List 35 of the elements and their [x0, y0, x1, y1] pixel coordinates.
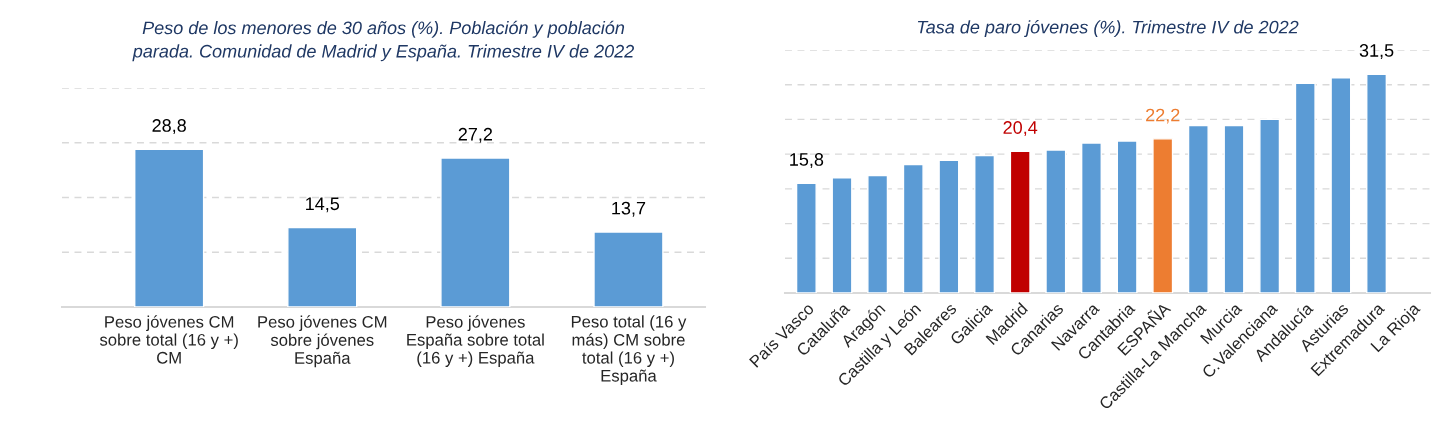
bar — [1330, 77, 1352, 293]
bar — [795, 182, 817, 293]
x-tick-label: Peso jóvenes CM sobre jóvenes España — [258, 315, 387, 368]
chart-title: Peso de los menores de 30 años (%). Población y población parada. Comunidad de Madrid y España. Trimestre IV de 2022 — [132, 20, 634, 62]
bar — [134, 148, 205, 307]
data-label: 20,4 — [1003, 121, 1038, 137]
x-tick-label: Peso jóvenes CM sobre total (16 y +) CM — [99, 315, 238, 364]
bar — [867, 174, 889, 293]
bar — [1152, 138, 1174, 293]
data-label: 14,5 — [306, 197, 340, 213]
bar — [1009, 150, 1031, 293]
x-tick-label: Peso jóvenes España sobre total (16 y +) España — [407, 315, 544, 367]
bar — [1366, 73, 1388, 293]
x-tick-label: Peso total (16 y más) CM sobre total (16 y +) España — [571, 315, 687, 385]
bar — [1116, 140, 1138, 293]
bar — [902, 163, 924, 293]
bar — [938, 159, 960, 293]
bar — [831, 177, 853, 293]
bar — [1294, 82, 1316, 293]
bar — [1080, 142, 1102, 293]
bar — [593, 231, 664, 307]
bar — [1045, 149, 1067, 293]
bar — [440, 157, 511, 307]
data-label: 15,8 — [790, 153, 824, 168]
data-label: 22,2 — [1146, 108, 1180, 124]
bar — [287, 226, 358, 307]
data-label: 13,7 — [612, 201, 646, 217]
chart-title: Tasa de paro jóvenes (%). Trimestre IV de 2022 — [917, 20, 1299, 38]
bar — [1223, 124, 1245, 293]
bar — [1259, 118, 1281, 293]
bar — [974, 154, 996, 293]
bar — [1187, 124, 1209, 293]
data-label: 27,2 — [458, 127, 493, 143]
data-label: 28,8 — [152, 119, 186, 134]
data-label: 31,5 — [1359, 44, 1394, 59]
